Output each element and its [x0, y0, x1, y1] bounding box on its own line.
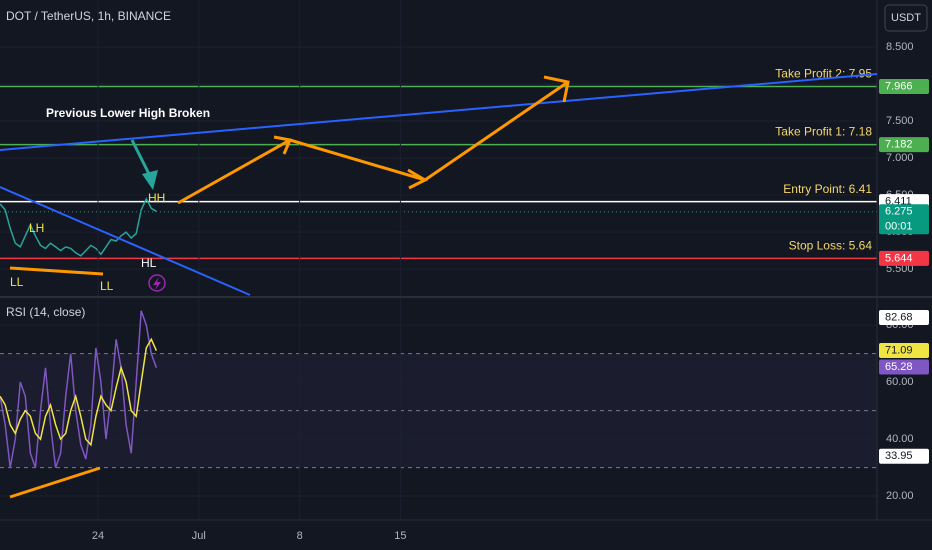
currency-button[interactable]: [884, 4, 928, 32]
countdown-label: 00:01: [885, 221, 913, 233]
series-line: [0, 197, 157, 257]
arrow-head: [142, 170, 158, 190]
price-badge-label: 6.275: [885, 206, 913, 218]
x-tick-label: 8: [297, 530, 303, 542]
price-badge: [879, 359, 929, 375]
x-tick-label: Jul: [192, 530, 206, 542]
annotation: HL: [141, 256, 157, 270]
y-tick-label: 7.500: [886, 115, 914, 127]
price-badge: [879, 342, 929, 358]
projection-path: [177, 80, 569, 205]
rsi-divergence-line: [9, 466, 101, 499]
event-icon: [153, 277, 161, 290]
annotation: LL: [10, 275, 24, 289]
price-badge-label: 65.28: [885, 361, 913, 373]
annotation: Previous Lower High Broken: [46, 106, 210, 120]
y-tick-label: 7.000: [886, 152, 914, 164]
price-badge: [879, 137, 929, 153]
price-badge-label: 71.09: [885, 344, 913, 356]
y-tick-label: 5.500: [886, 263, 914, 275]
price-badge: [879, 204, 929, 235]
y-tick-label: 40.00: [886, 433, 914, 445]
axes: 8.5008.0007.5007.0006.5006.0005.5007.966…: [92, 41, 929, 542]
level-label: Entry Point: 6.41: [783, 182, 872, 196]
indicator-title: RSI (14, close): [6, 305, 85, 319]
currency-button-label[interactable]: USDT: [891, 12, 921, 24]
y-tick-label: 20.00: [886, 490, 914, 502]
x-tick-label: 15: [394, 530, 406, 542]
chart-title: DOT / TetherUS, 1h, BINANCE: [6, 9, 171, 23]
arrow-head: [543, 75, 570, 103]
price-badge-label: 7.182: [885, 138, 913, 150]
support-line: [9, 266, 104, 276]
pointer-arrow: [130, 139, 152, 177]
level-label: Stop Loss: 5.64: [789, 239, 873, 253]
y-tick-label: 60.00: [886, 376, 914, 388]
trend-line: [0, 186, 251, 296]
arrow-head: [273, 135, 293, 155]
price-badge-label: 33.95: [885, 450, 913, 462]
price-badge: [879, 79, 929, 95]
annotation: LL: [100, 279, 114, 293]
price-badge-label: 7.966: [885, 80, 913, 92]
price-badge: [879, 309, 929, 325]
price-badge-label: 82.68: [885, 311, 913, 323]
price-badge: [879, 448, 929, 464]
price-badge: [879, 250, 929, 266]
level-label: Take Profit 1: 7.18: [775, 125, 872, 139]
x-tick-label: 24: [92, 530, 104, 542]
annotation: HH: [148, 191, 165, 205]
event-icon: [148, 274, 166, 292]
annotation: LH: [29, 221, 44, 235]
series-line: [0, 310, 158, 468]
y-tick-label: 8.500: [886, 41, 914, 53]
arrow-head: [407, 168, 429, 190]
price-badge-label: 5.644: [885, 252, 913, 264]
trend-line: [0, 73, 878, 151]
series-line: [0, 337, 158, 447]
